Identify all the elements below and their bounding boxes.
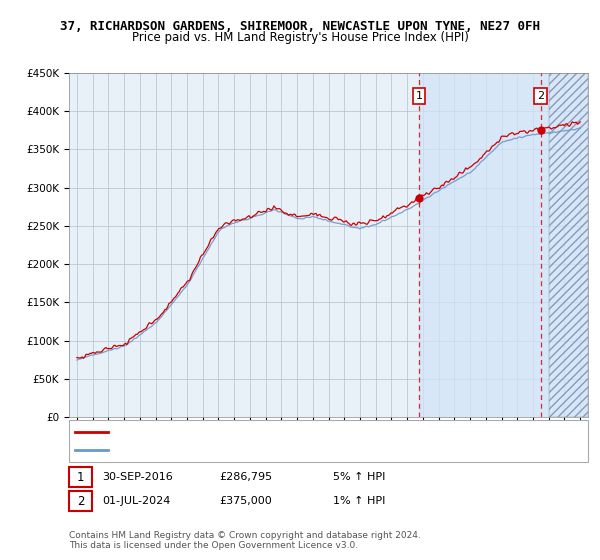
Text: 30-SEP-2016: 30-SEP-2016 [102, 472, 173, 482]
Text: 1: 1 [415, 91, 422, 101]
Text: 5% ↑ HPI: 5% ↑ HPI [333, 472, 385, 482]
Text: 1: 1 [77, 470, 84, 484]
Text: 2: 2 [537, 91, 544, 101]
Text: HPI: Average price, detached house, North Tyneside: HPI: Average price, detached house, Nort… [114, 445, 385, 455]
Text: Contains HM Land Registry data © Crown copyright and database right 2024.
This d: Contains HM Land Registry data © Crown c… [69, 531, 421, 550]
Bar [419, 73, 588, 417]
Point [414, 193, 424, 202]
Text: 1% ↑ HPI: 1% ↑ HPI [333, 496, 385, 506]
Text: 37, RICHARDSON GARDENS, SHIREMOOR, NEWCASTLE UPON TYNE, NE27 0FH: 37, RICHARDSON GARDENS, SHIREMOOR, NEWCA… [60, 20, 540, 32]
Bar [548, 73, 588, 417]
Text: £286,795: £286,795 [219, 472, 272, 482]
Text: 01-JUL-2024: 01-JUL-2024 [102, 496, 170, 506]
Text: £375,000: £375,000 [219, 496, 272, 506]
Text: 2: 2 [77, 494, 84, 508]
Text: Price paid vs. HM Land Registry's House Price Index (HPI): Price paid vs. HM Land Registry's House … [131, 31, 469, 44]
Point [536, 126, 545, 135]
Text: 37, RICHARDSON GARDENS, SHIREMOOR, NEWCASTLE UPON TYNE, NE27 0FH (detached: 37, RICHARDSON GARDENS, SHIREMOOR, NEWCA… [114, 427, 576, 437]
